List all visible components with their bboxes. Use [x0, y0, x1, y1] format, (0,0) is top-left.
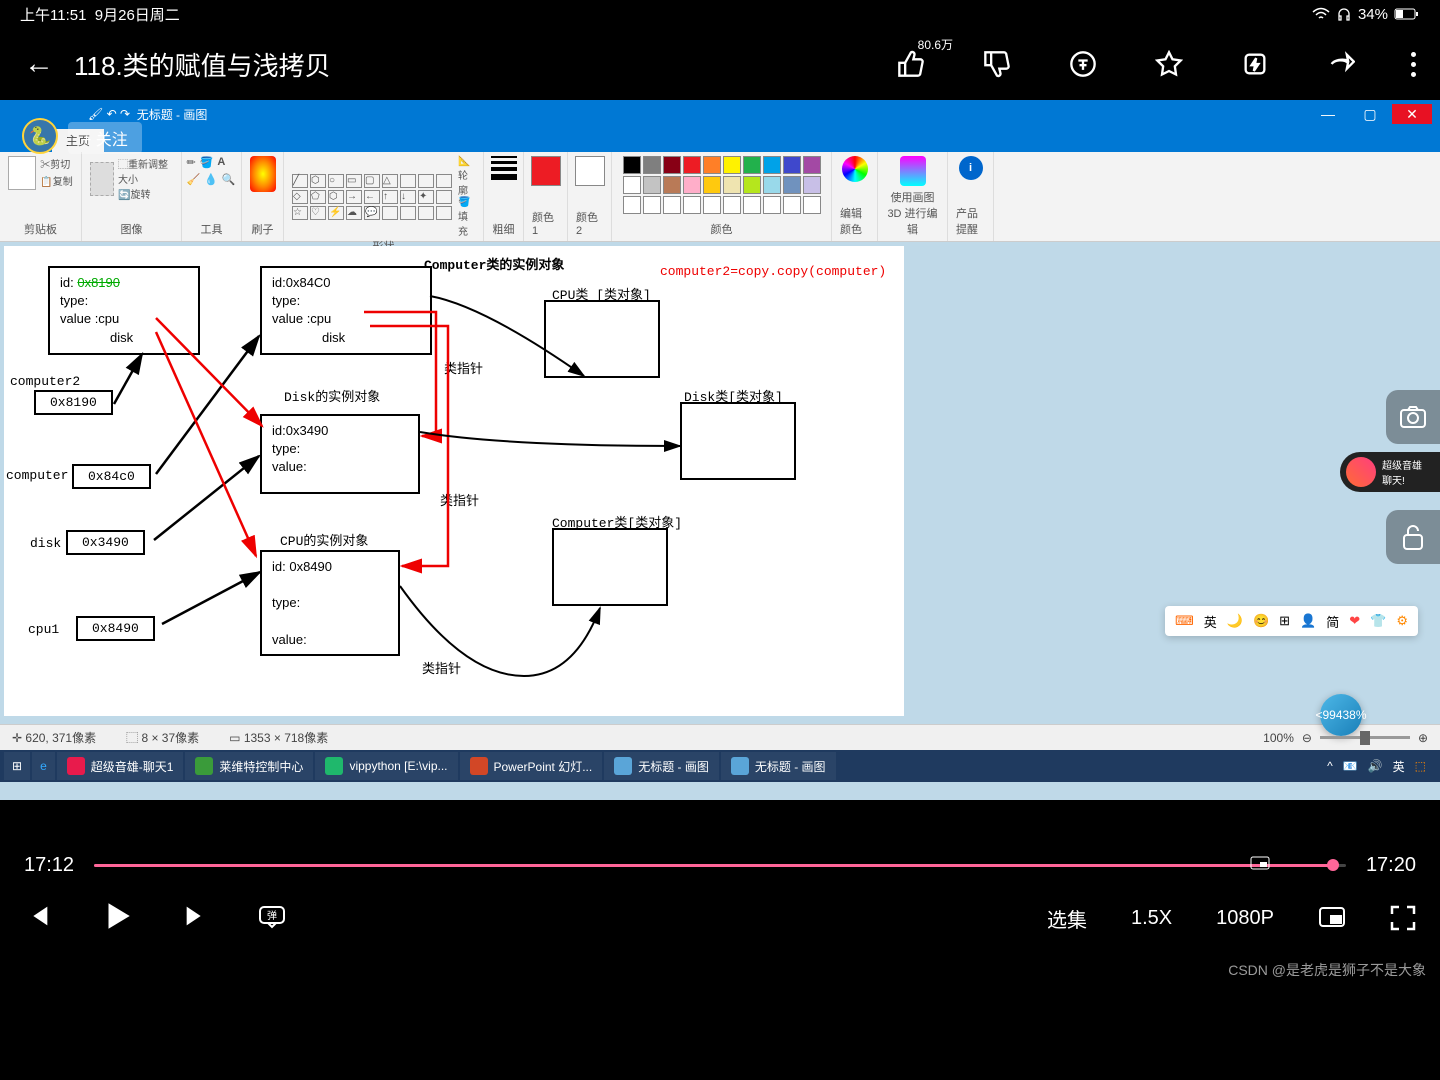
svg-text:弹: 弹	[267, 909, 277, 922]
video-title: 118.类的赋值与浅拷贝	[74, 46, 331, 83]
size-selector[interactable]	[491, 156, 517, 180]
status-time: 上午11:51	[20, 7, 86, 24]
total-time: 17:20	[1366, 854, 1416, 877]
paint-tabs: 文 主页	[0, 128, 1440, 152]
ime-toolbar[interactable]: ⌨英🌙😊⊞👤简❤👕⚙	[1165, 606, 1418, 636]
video-progress: 17:12 17:20	[0, 850, 1440, 880]
lock-button[interactable]	[1386, 510, 1440, 564]
obj1-box: id: 0x8190 type: value :cpu disk	[48, 266, 200, 355]
pip-icon	[1250, 856, 1270, 872]
video-content: Python 🐍 + 关注 🖌 ↶ ↷ 无标题 - 画图 — ▢ ✕ 文 主页 …	[0, 100, 1440, 800]
ipad-status-bar: 上午11:51 9月26日周二 34%	[0, 0, 1440, 28]
battery-icon	[1394, 7, 1420, 21]
status-date: 9月26日周二	[95, 7, 180, 24]
current-time: 17:12	[24, 854, 74, 877]
cpu-obj-box: id: 0x8490type:value:	[260, 550, 400, 656]
follow-button[interactable]: + 关注	[68, 122, 142, 154]
csdn-watermark: CSDN @是老虎是狮子不是大象	[1228, 960, 1426, 980]
prev-button[interactable]	[24, 902, 52, 935]
color-palette[interactable]	[623, 156, 821, 214]
wifi-icon	[1312, 7, 1330, 21]
battery-percent: 34%	[1358, 6, 1388, 23]
mspaint-window: 🐍 + 关注 🖌 ↶ ↷ 无标题 - 画图 — ▢ ✕ 文 主页 ✂剪切📋复制 …	[0, 100, 1440, 800]
player-controls: 弹 选集 1.5X 1080P	[0, 880, 1440, 956]
maximize-button[interactable]: ▢	[1350, 104, 1390, 124]
python-logo-icon: 🐍	[22, 118, 58, 154]
episodes-button[interactable]: 选集	[1047, 904, 1087, 933]
paint-titlebar: 🖌 ↶ ↷ 无标题 - 画图 — ▢ ✕	[0, 100, 1440, 128]
like-button[interactable]: 80.6万	[895, 48, 927, 80]
like-count: 80.6万	[918, 36, 953, 53]
close-button[interactable]: ✕	[1392, 104, 1432, 124]
pip-button[interactable]	[1318, 906, 1346, 930]
disk-obj-box: id:0x3490type:value:	[260, 414, 420, 494]
headphone-icon	[1336, 6, 1352, 22]
favorite-button[interactable]	[1153, 48, 1185, 80]
canvas[interactable]: Computer类的实例对象 computer2=copy.copy(compu…	[4, 246, 904, 716]
screenshot-button[interactable]	[1386, 390, 1440, 444]
quality-button[interactable]: 1080P	[1216, 907, 1274, 930]
edge-icon[interactable]: e	[32, 752, 55, 780]
next-button[interactable]	[182, 902, 210, 935]
speed-button[interactable]: 1.5X	[1131, 907, 1172, 930]
share-button[interactable]	[1325, 48, 1357, 80]
progress-track[interactable]	[94, 864, 1346, 867]
more-menu[interactable]	[1411, 52, 1416, 77]
paint-statusbar: ✛ 620, 371像素 ⬚ 8 × 37像素 ▭ 1353 × 718像素 1…	[0, 724, 1440, 750]
minimize-button[interactable]: —	[1308, 104, 1348, 124]
video-header: ← 118.类的赋值与浅拷贝 80.6万	[0, 28, 1440, 100]
shape-grid[interactable]: ╱⬡○▭▢△◇⬠⬡→←↑↓✦☆♡⚡☁💬	[292, 174, 452, 220]
danmaku-button[interactable]: 弹	[258, 902, 286, 935]
windows-taskbar: ⊞ e 超级音雄-聊天1莱维特控制中心vippython [E:\vip...P…	[0, 750, 1440, 782]
obj2-box: id:0x84C0type:value :cpudisk	[260, 266, 432, 355]
paint-ribbon: ✂剪切📋复制 剪贴板 ⬚重新调整大小🔄旋转 图像 ✏🪣A🧹💧🔍 工具 刷子 ╱⬡…	[0, 152, 1440, 242]
play-button[interactable]	[100, 899, 134, 938]
coin-button[interactable]	[1067, 48, 1099, 80]
fullscreen-button[interactable]	[1390, 905, 1416, 931]
progress-circle[interactable]: <99438%	[1320, 694, 1362, 736]
canvas-area: Computer类的实例对象 computer2=copy.copy(compu…	[0, 242, 1440, 724]
dislike-button[interactable]	[981, 48, 1013, 80]
charge-button[interactable]	[1239, 48, 1271, 80]
back-button[interactable]: ←	[24, 47, 54, 81]
music-float[interactable]: 超级音雄聊天!	[1340, 452, 1440, 492]
start-button[interactable]: ⊞	[4, 752, 30, 780]
